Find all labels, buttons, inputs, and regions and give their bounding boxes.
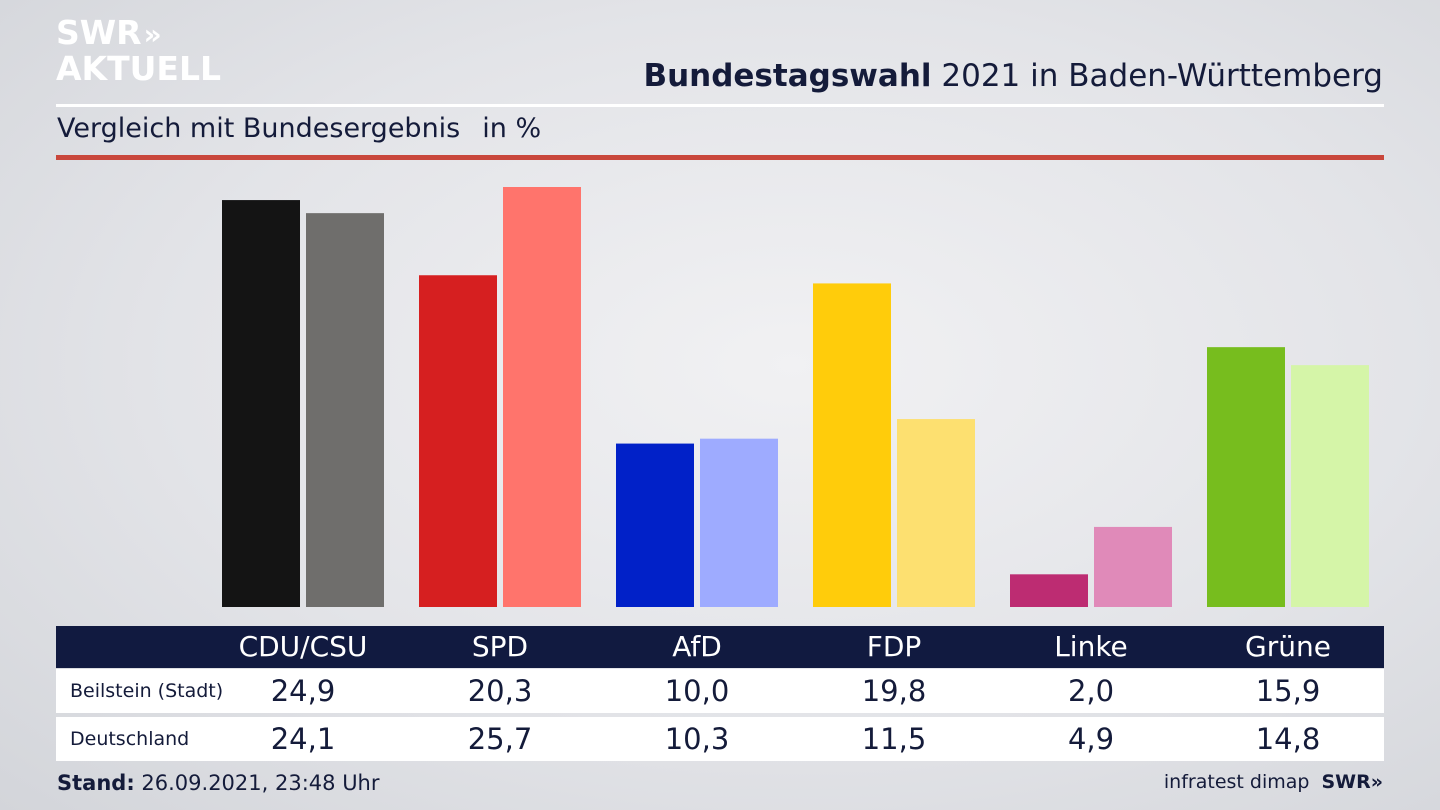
column-header: FDP <box>866 630 922 663</box>
bar-linke-beilstein <box>1010 574 1088 607</box>
swr-aktuell-logo: SWR» AKTUELL <box>56 16 221 86</box>
unit-label: in % <box>482 113 542 144</box>
table-cell: 4,9 <box>1067 722 1115 756</box>
table-cell: 24,1 <box>270 722 336 756</box>
table-cell: 25,7 <box>467 722 533 756</box>
swr-brand-icon: SWR» <box>1321 771 1383 793</box>
column-header: AfD <box>672 630 722 663</box>
bar-afd-beilstein <box>616 443 694 607</box>
title-divider <box>56 104 1384 107</box>
subtitle: Vergleich mit Bundesergebnis <box>57 113 461 144</box>
table-cell: 10,3 <box>664 722 730 756</box>
bar-cdu-csu-deutschland <box>306 213 384 607</box>
source-name: infratest dimap <box>1163 771 1310 793</box>
bar-spd-beilstein <box>419 275 497 607</box>
row-label: Deutschland <box>70 728 190 750</box>
table-cell: 10,0 <box>664 674 730 708</box>
column-header: CDU/CSU <box>238 630 368 663</box>
bar-afd-deutschland <box>700 438 778 607</box>
bar-fdp-deutschland <box>897 419 975 607</box>
table-row: Beilstein (Stadt) 24,9 20,3 10,0 19,8 2,0 15,… <box>56 669 1384 713</box>
table-row: Deutschland 24,1 25,7 10,3 11,5 4,9 14,8 <box>56 717 1384 761</box>
table-cell: 2,0 <box>1067 674 1115 708</box>
table-cell: 14,8 <box>1255 722 1321 756</box>
source-credit: infratest dimap SWR» <box>1164 771 1383 793</box>
logo-aktuell-text: AKTUELL <box>56 49 222 88</box>
bar-spd-deutschland <box>503 187 581 607</box>
bar-fdp-beilstein <box>813 283 891 607</box>
column-header: SPD <box>471 630 529 663</box>
page-title: Bundestagswahl 2021 in Baden-Württemberg <box>643 58 1383 94</box>
bar-grüne-deutschland <box>1291 365 1369 607</box>
row-label: Beilstein (Stadt) <box>70 680 224 702</box>
table-header: CDU/CSU SPD AfD FDP Linke Grüne <box>56 626 1384 668</box>
bar-cdu-csu-beilstein <box>222 200 300 608</box>
title-rest: 2021 in Baden-Württemberg <box>941 58 1383 94</box>
table-cell: 15,9 <box>1255 674 1321 708</box>
table-cell: 20,3 <box>467 674 533 708</box>
subtitle-line: Vergleich mit Bundesergebnis in % <box>57 113 541 144</box>
bar-grüne-beilstein <box>1207 347 1285 607</box>
column-header: Linke <box>1054 630 1128 663</box>
column-header: Grüne <box>1245 630 1331 663</box>
table-cell: 24,9 <box>270 674 336 708</box>
table-cell: 19,8 <box>861 674 927 708</box>
logo-swr-text: SWR <box>56 13 142 52</box>
title-bold: Bundestagswahl <box>643 58 932 94</box>
bar-linke-deutschland <box>1094 526 1172 607</box>
stand-label: Stand: <box>57 771 135 795</box>
table-cell: 11,5 <box>861 722 927 756</box>
stand-value: 26.09.2021, 23:48 Uhr <box>141 771 380 795</box>
timestamp: Stand: 26.09.2021, 23:48 Uhr <box>57 771 380 795</box>
accent-divider <box>56 155 1384 160</box>
bar-chart <box>222 187 1369 608</box>
